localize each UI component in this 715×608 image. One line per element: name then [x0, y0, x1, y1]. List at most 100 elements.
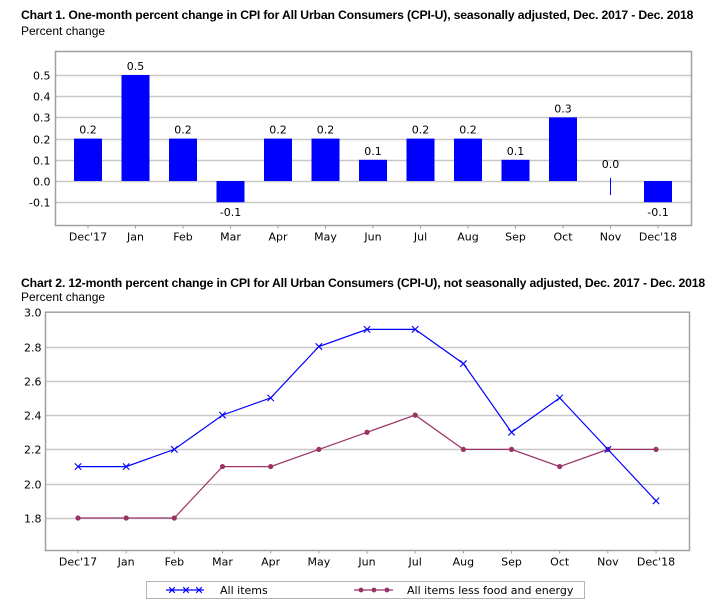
- chart2-marker-core: [123, 515, 129, 521]
- chart2-xtick-label: Feb: [165, 556, 184, 569]
- chart1-ytick-label: 0.5: [33, 70, 51, 83]
- x-marker-stroke: [411, 325, 419, 333]
- chart2-marker-all-items: [652, 497, 660, 505]
- legend-marker-core: [358, 587, 364, 593]
- x-marker-stroke: [459, 360, 467, 368]
- chart2-title: Chart 2. 12-month percent change in CPI …: [21, 276, 706, 290]
- chart1-xtick-label: Jan: [126, 231, 144, 244]
- chart2-marker-core: [171, 515, 177, 521]
- chart1-data-label: 0.5: [127, 60, 145, 73]
- chart1-xtick-label: Aug: [457, 231, 478, 244]
- chart2-marker-core: [412, 412, 418, 418]
- chart1-ytick-label: 0.4: [33, 91, 51, 104]
- chart2-ytick-label: 2.8: [24, 342, 42, 355]
- chart1-data-label: -0.1: [647, 206, 668, 219]
- chart1-data-label: 0.1: [507, 145, 525, 158]
- chart2-marker-all-items: [74, 462, 82, 471]
- x-marker-stroke: [556, 394, 564, 402]
- chart2-xtick-label: Aug: [453, 556, 474, 569]
- chart2-xtick-label: Oct: [550, 556, 570, 569]
- chart1-xtick-label: Jul: [413, 231, 427, 244]
- chart1-bar: [264, 138, 292, 181]
- chart1-data-label: 0.0: [602, 158, 620, 171]
- chart1-data-label: 0.2: [269, 124, 287, 137]
- chart2-ytick-label: 2.2: [24, 444, 42, 457]
- x-marker-stroke: [122, 462, 130, 471]
- chart2-marker-all-items: [363, 325, 371, 333]
- chart1-bar: [644, 181, 672, 203]
- chart1-ytick-label: 0.2: [33, 134, 51, 147]
- chart2-ytick-label: 1.8: [24, 513, 42, 526]
- chart1-xtick-label: Feb: [173, 231, 192, 244]
- x-marker-stroke: [170, 445, 178, 453]
- chart2-marker-core: [508, 446, 515, 452]
- chart2-marker-all-items: [315, 342, 323, 351]
- chart1-bar: [359, 159, 387, 181]
- chart1-bar: [169, 138, 197, 181]
- x-marker-stroke: [267, 394, 275, 402]
- chart2-ytick-label: 2.0: [24, 479, 42, 492]
- x-marker-stroke: [218, 411, 227, 419]
- chart1-bar: [501, 159, 530, 181]
- chart1-data-label: 0.2: [412, 124, 430, 137]
- chart2-legend: All items All items less food and energy: [146, 581, 585, 599]
- chart1-ytick-label: 0.0: [33, 176, 51, 189]
- chart1-bar: [406, 138, 435, 181]
- chart2-marker-core: [268, 463, 274, 470]
- chart1-xtick-label: Apr: [268, 231, 288, 244]
- chart2-marker-all-items: [411, 325, 419, 333]
- legend-marker-core: [384, 587, 390, 593]
- chart2-ylabel: Percent change: [21, 290, 106, 304]
- chart2-marker-core: [75, 515, 81, 521]
- chart2-marker-all-items: [459, 360, 467, 368]
- x-marker-stroke: [507, 428, 516, 436]
- chart1-data-label: -0.1: [220, 206, 241, 219]
- chart1-bar: [121, 75, 150, 181]
- legend-marker-all-items: [168, 586, 176, 594]
- x-marker-stroke: [604, 445, 612, 453]
- chart2-marker-all-items: [170, 445, 178, 453]
- chart1-xtick-label: Nov: [600, 231, 622, 244]
- chart2-marker-core: [653, 446, 659, 452]
- chart1-ytick-label: -0.1: [29, 197, 50, 210]
- chart1-data-label: 0.2: [317, 124, 335, 137]
- chart2-marker-core: [219, 463, 226, 470]
- x-marker-stroke: [315, 342, 323, 351]
- chart1-data-label: 0.2: [174, 124, 192, 137]
- chart2-marker-core: [316, 446, 322, 452]
- chart1-data-label: 0.1: [364, 145, 382, 158]
- chart1-ytick-label: 0.3: [33, 112, 51, 125]
- chart2-xtick-label: Jun: [357, 556, 375, 569]
- chart2-marker-all-items: [556, 394, 564, 402]
- chart1-bar: [311, 138, 340, 181]
- x-marker-stroke: [652, 497, 660, 505]
- chart2-xtick-label: Dec'17: [59, 556, 97, 569]
- chart1-data-label: 0.3: [554, 102, 572, 115]
- chart1-xtick-label: Dec'17: [69, 231, 107, 244]
- chart1-xtick-label: Mar: [220, 231, 241, 244]
- chart2-xtick-label: Nov: [597, 556, 619, 569]
- legend-label-all-items: All items: [220, 584, 268, 597]
- chart2-xtick-label: Dec'18: [637, 556, 675, 569]
- chart2-marker-all-items: [122, 462, 130, 471]
- chart1-xtick-label: Jun: [363, 231, 381, 244]
- chart2-marker-all-items: [507, 428, 516, 436]
- legend-marker-all-items: [195, 586, 203, 594]
- chart2-xtick-label: May: [307, 556, 330, 569]
- chart1-bar: [549, 117, 577, 181]
- chart2-marker-core: [557, 463, 563, 470]
- chart2-marker-core: [364, 429, 370, 435]
- chart1-bar: [74, 138, 102, 181]
- chart1-bar: [216, 181, 245, 203]
- chart1-data-label: 0.2: [459, 124, 477, 137]
- chart1-ylabel: Percent change: [21, 24, 106, 38]
- chart1-bar: [454, 138, 482, 181]
- chart2-xtick-label: Apr: [261, 556, 281, 569]
- chart2-ytick-label: 2.4: [24, 410, 42, 423]
- chart1-xtick-label: Sep: [505, 231, 526, 244]
- chart2-xtick-label: Jul: [408, 556, 422, 569]
- chart2-marker-all-items: [604, 445, 612, 453]
- chart2-xtick-label: Sep: [501, 556, 522, 569]
- chart2-ytick-label: 2.6: [24, 376, 42, 389]
